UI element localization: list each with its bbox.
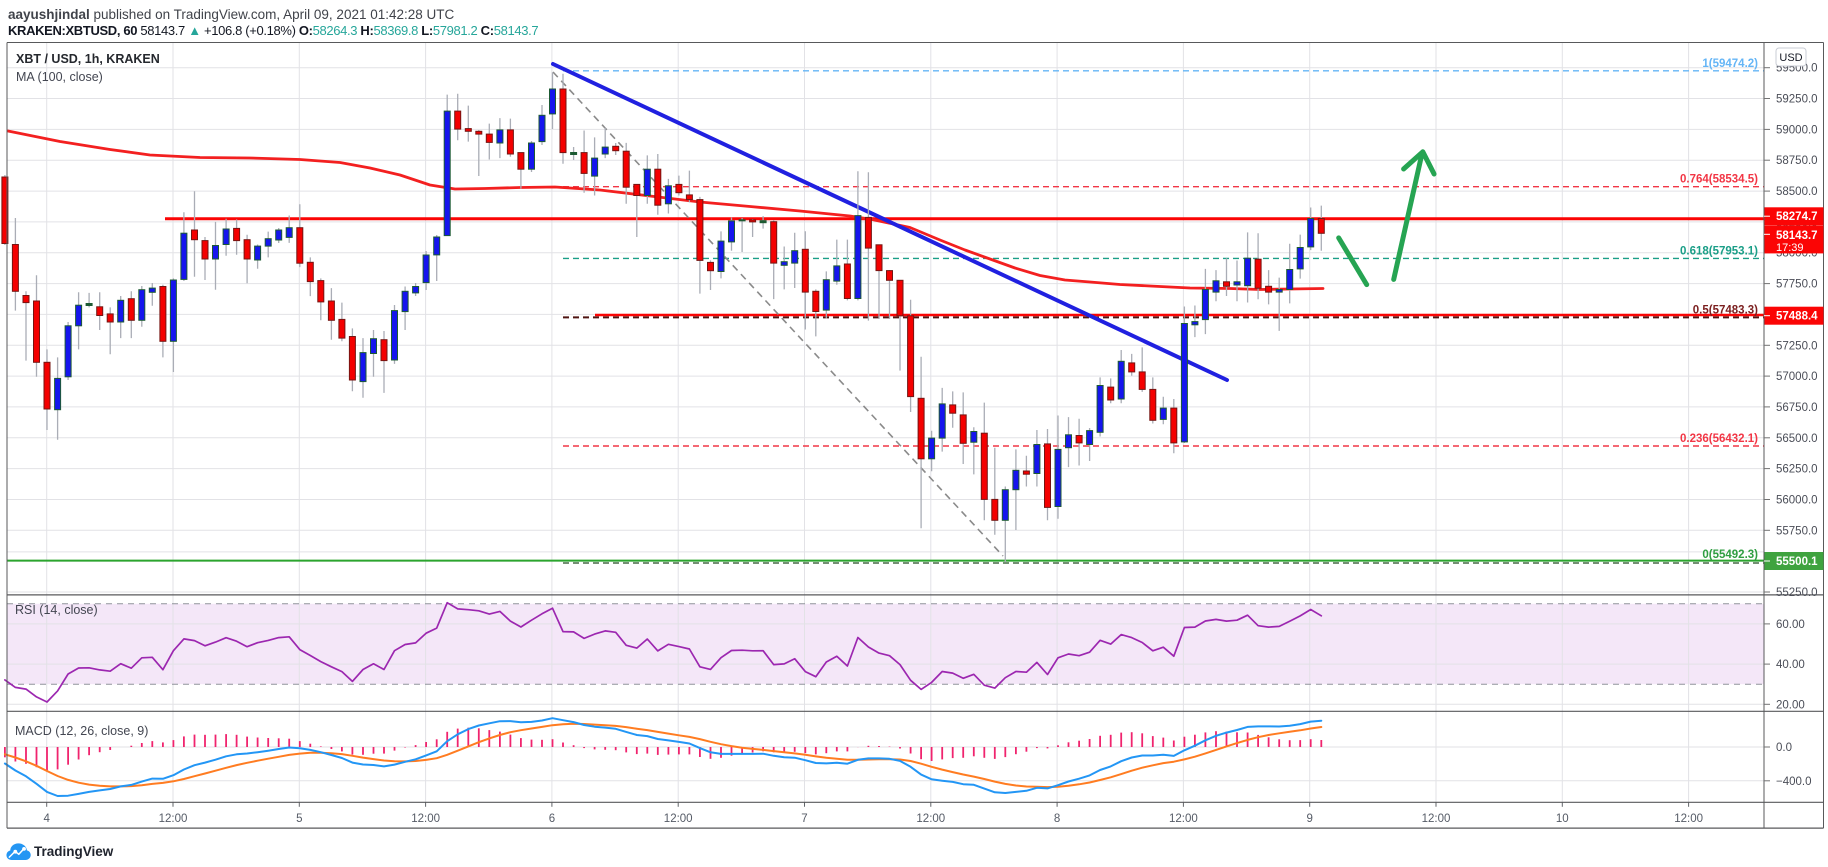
svg-text:12:00: 12:00 <box>159 813 188 825</box>
svg-text:USD: USD <box>1779 52 1802 64</box>
svg-text:−400.0: −400.0 <box>1776 776 1812 788</box>
svg-text:10: 10 <box>1556 813 1569 825</box>
svg-text:20.00: 20.00 <box>1776 699 1805 711</box>
svg-text:55750.0: 55750.0 <box>1776 525 1818 537</box>
svg-text:0(55492.3): 0(55492.3) <box>1702 549 1758 561</box>
svg-text:KRAKEN:XBTUSD, 60 58143.7 ▲ +: KRAKEN:XBTUSD, 60 58143.7 ▲ +106.8 (+0.1… <box>8 23 538 38</box>
svg-text:9: 9 <box>1306 813 1312 825</box>
svg-text:TradingView: TradingView <box>34 844 114 859</box>
svg-text:12:00: 12:00 <box>1674 813 1703 825</box>
svg-text:55250.0: 55250.0 <box>1776 587 1818 599</box>
svg-text:57750.0: 57750.0 <box>1776 279 1818 291</box>
svg-text:58143.7: 58143.7 <box>1776 230 1818 242</box>
svg-text:12:00: 12:00 <box>1169 813 1198 825</box>
svg-text:56500.0: 56500.0 <box>1776 433 1818 445</box>
svg-text:57250.0: 57250.0 <box>1776 340 1818 352</box>
svg-text:RSI (14, close): RSI (14, close) <box>15 603 98 617</box>
svg-text:0.5(57483.3): 0.5(57483.3) <box>1693 304 1758 316</box>
svg-text:12:00: 12:00 <box>1422 813 1451 825</box>
svg-text:aayushjindal published on Trad: aayushjindal published on TradingView.co… <box>8 7 455 22</box>
svg-text:56000.0: 56000.0 <box>1776 495 1818 507</box>
svg-text:12:00: 12:00 <box>664 813 693 825</box>
svg-text:58750.0: 58750.0 <box>1776 155 1818 167</box>
svg-text:60.00: 60.00 <box>1776 619 1805 631</box>
svg-text:59250.0: 59250.0 <box>1776 94 1818 106</box>
svg-text:0.764(58534.5): 0.764(58534.5) <box>1680 174 1758 186</box>
svg-text:58500.0: 58500.0 <box>1776 186 1818 198</box>
svg-text:59000.0: 59000.0 <box>1776 124 1818 136</box>
svg-text:0.618(57953.1): 0.618(57953.1) <box>1680 245 1758 257</box>
svg-text:8: 8 <box>1054 813 1060 825</box>
svg-text:57488.4: 57488.4 <box>1776 311 1818 323</box>
svg-text:17:39: 17:39 <box>1776 242 1804 254</box>
svg-text:56750.0: 56750.0 <box>1776 402 1818 414</box>
svg-text:6: 6 <box>549 813 555 825</box>
svg-text:MA (100, close): MA (100, close) <box>16 70 103 84</box>
svg-text:MACD (12, 26, close, 9): MACD (12, 26, close, 9) <box>15 724 148 738</box>
svg-text:0.0: 0.0 <box>1776 742 1792 754</box>
svg-text:1(59474.2): 1(59474.2) <box>1702 58 1758 70</box>
svg-text:XBT / USD, 1h, KRAKEN: XBT / USD, 1h, KRAKEN <box>16 52 160 66</box>
svg-text:4: 4 <box>43 813 50 825</box>
svg-text:56250.0: 56250.0 <box>1776 464 1818 476</box>
svg-text:5: 5 <box>296 813 302 825</box>
svg-text:40.00: 40.00 <box>1776 659 1805 671</box>
svg-text:12:00: 12:00 <box>916 813 945 825</box>
svg-text:12:00: 12:00 <box>411 813 440 825</box>
svg-text:57000.0: 57000.0 <box>1776 371 1818 383</box>
svg-text:58274.7: 58274.7 <box>1776 211 1818 223</box>
svg-text:7: 7 <box>801 813 807 825</box>
svg-text:0.236(56432.1): 0.236(56432.1) <box>1680 433 1758 445</box>
svg-text:55500.1: 55500.1 <box>1776 556 1818 568</box>
